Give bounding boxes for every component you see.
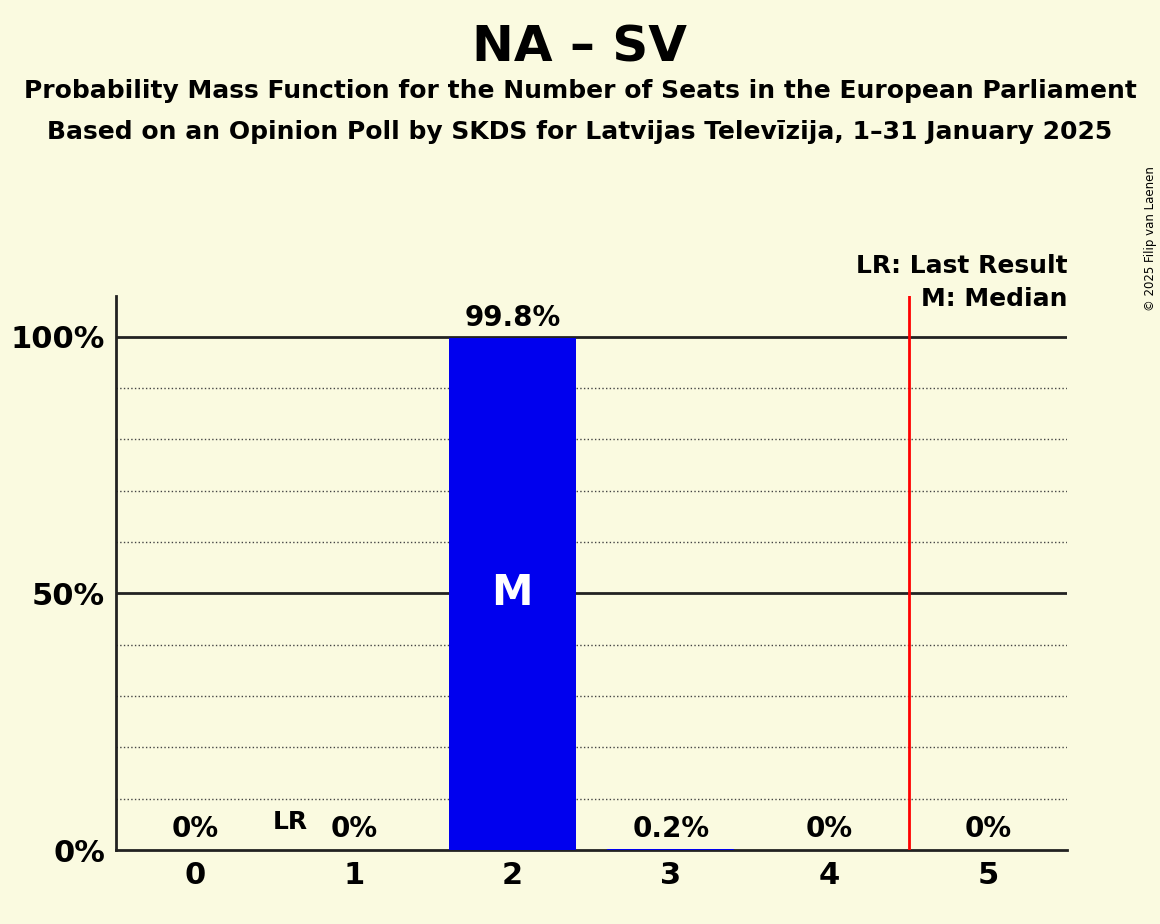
Text: NA – SV: NA – SV <box>472 23 688 71</box>
Text: 0%: 0% <box>806 815 853 844</box>
Text: LR: Last Result: LR: Last Result <box>856 254 1067 278</box>
Text: M: M <box>492 572 534 614</box>
Bar <box>608 849 734 850</box>
Text: Probability Mass Function for the Number of Seats in the European Parliament: Probability Mass Function for the Number… <box>23 79 1137 103</box>
Text: 0%: 0% <box>172 815 219 844</box>
Text: 0.2%: 0.2% <box>632 815 710 844</box>
Text: LR: LR <box>273 809 307 833</box>
Text: 0%: 0% <box>331 815 377 844</box>
Text: © 2025 Filip van Laenen: © 2025 Filip van Laenen <box>1144 166 1158 311</box>
Bar <box>449 338 575 850</box>
Text: 0%: 0% <box>964 815 1012 844</box>
Text: M: Median: M: Median <box>921 287 1067 311</box>
Text: Based on an Opinion Poll by SKDS for Latvijas Televīzija, 1–31 January 2025: Based on an Opinion Poll by SKDS for Lat… <box>48 120 1112 144</box>
Text: 99.8%: 99.8% <box>464 304 560 332</box>
